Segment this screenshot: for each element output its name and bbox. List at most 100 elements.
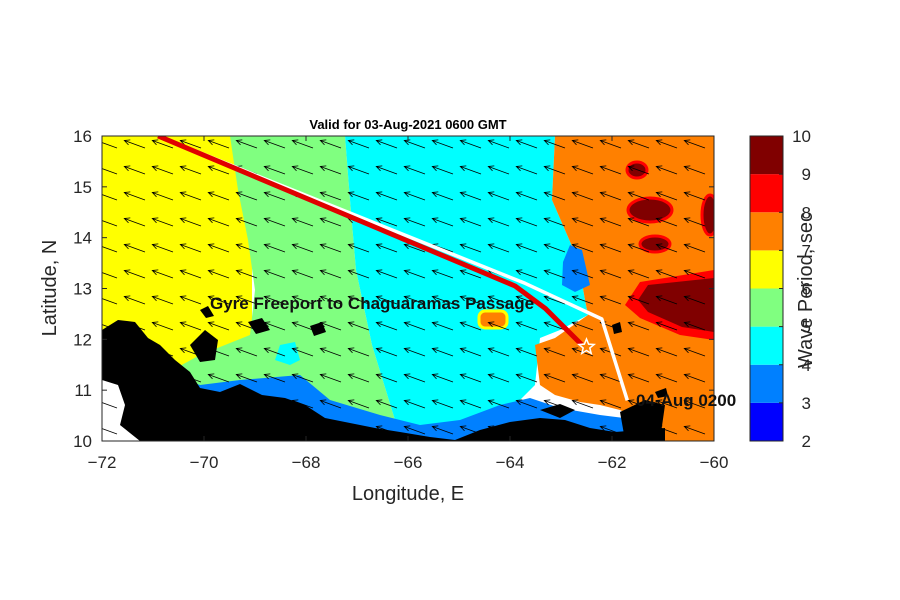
wave-arrow [207,165,230,175]
wave-arrow [599,295,622,305]
wave-arrow [543,347,566,357]
y-tick-label: 10 [73,432,92,451]
wave-arrow [151,347,174,357]
wave-arrow [431,191,454,201]
wave-arrow [683,191,706,201]
wave-arrow [375,399,398,409]
wave-arrow [375,295,398,305]
y-axis-ticks: 10 11 12 13 14 15 16 [73,127,714,451]
wave-arrow [151,217,174,227]
wave-arrow [291,347,314,357]
wave-arrow [319,217,342,227]
wave-arrow [263,243,286,253]
wave-arrow [571,165,594,175]
wave-arrow [599,373,622,383]
colorbar-tick-label: 5 [802,318,811,337]
wave-arrow [403,217,426,227]
wave-arrow [263,295,286,305]
wave-arrow [655,373,678,383]
wave-arrow [319,373,342,383]
wave-arrow [319,269,342,279]
wave-arrow [263,399,286,409]
wave-arrow [123,295,146,305]
wave-arrow [515,373,538,383]
wave-arrow [571,373,594,383]
wave-arrow [151,165,174,175]
completed-track-line [157,136,584,347]
wave-arrow [207,373,230,383]
wave-arrow [207,399,230,409]
colorbar-level-5 [750,288,783,327]
wave-arrow [459,347,482,357]
wave-arrow [431,269,454,279]
wave-arrow [599,217,622,227]
wave-arrow [263,217,286,227]
wave-arrow [683,217,706,227]
wave-arrow [543,373,566,383]
wave-arrow [599,139,622,149]
band-maroon-spot-4 [700,193,714,237]
wave-arrow [431,295,454,305]
wave-arrow [263,373,286,383]
colorbar-level-2 [750,402,783,441]
wave-arrow [179,165,202,175]
band-orange-island [477,309,509,330]
wave-arrow [515,425,538,435]
wave-arrow [431,347,454,357]
colorbar-level-9 [750,136,783,175]
x-tick-label: −66 [394,453,423,472]
colorbar-label: Wave Period, sec [795,212,817,368]
x-tick-label: −64 [496,453,525,472]
wave-arrow [179,347,202,357]
wave-arrow [431,373,454,383]
wave-arrow [683,243,706,253]
wave-arrow [571,217,594,227]
wave-arrow [102,347,118,357]
wave-arrow [599,243,622,253]
wave-arrow [207,321,230,331]
wave-arrow [319,191,342,201]
wave-arrow [123,321,146,331]
wave-arrow [487,321,510,331]
wave-arrow [375,139,398,149]
colorbar-ticks: 2 3 4 5 6 7 8 9 10 [779,127,811,451]
wave-arrow [459,425,482,435]
wave-arrow [263,165,286,175]
wave-arrow [347,191,370,201]
map-title: Valid for 03-Aug-2021 0600 GMT [309,117,506,132]
wave-arrow [291,217,314,227]
wave-arrow [179,139,202,149]
wave-arrow [403,295,426,305]
wave-arrow [102,165,118,175]
wave-arrow [627,347,650,357]
wave-arrow [375,321,398,331]
wave-arrow [235,191,258,201]
wave-arrow [102,269,118,279]
wave-arrow [123,347,146,357]
wave-arrow [403,373,426,383]
wave-arrow [179,373,202,383]
wave-arrow [151,269,174,279]
wave-arrow [431,321,454,331]
wave-arrow [655,399,678,409]
wave-arrow [515,217,538,227]
wave-arrow [207,191,230,201]
wave-arrow [515,191,538,201]
wave-arrow [571,139,594,149]
land-curacao [248,318,270,334]
wave-arrow [571,191,594,201]
land-bonaire [310,322,326,336]
wave-arrow [207,243,230,253]
wave-arrow [207,425,230,435]
wave-period-contours [102,136,714,441]
wave-arrow [487,399,510,409]
wave-arrow [403,347,426,357]
x-tick-label: −70 [190,453,219,472]
wave-arrow [319,295,342,305]
wave-arrow [102,373,118,383]
wave-arrow [319,399,342,409]
wave-arrow [291,269,314,279]
wave-arrow [207,217,230,227]
y-tick-label: 13 [73,280,92,299]
wave-arrow [347,243,370,253]
